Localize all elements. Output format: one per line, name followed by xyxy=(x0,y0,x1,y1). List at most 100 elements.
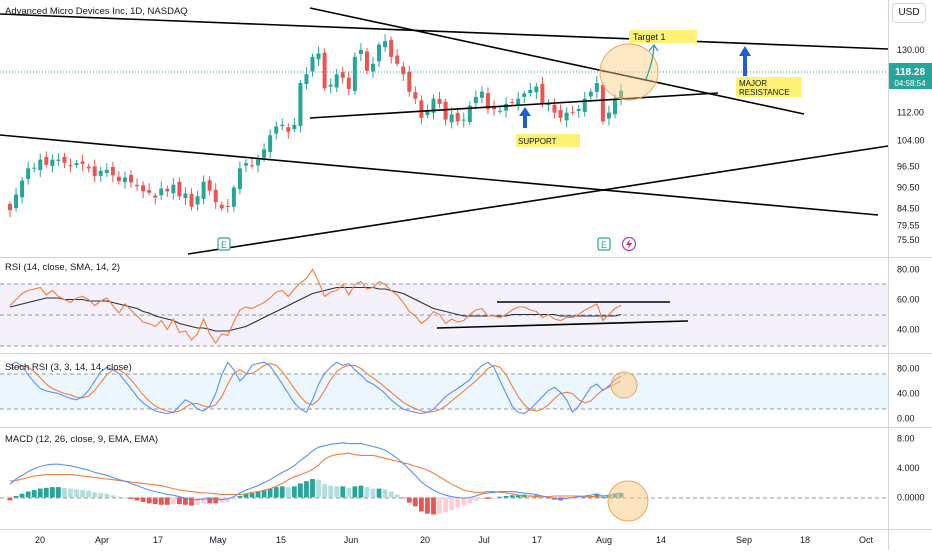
currency-badge[interactable]: USD xyxy=(892,3,926,23)
rsi-y-tick: 40.00 xyxy=(897,325,920,335)
macd-histogram-bar xyxy=(431,497,436,515)
macd-histogram-bar xyxy=(328,485,334,498)
candle-body xyxy=(129,174,133,183)
candle-body xyxy=(171,184,176,194)
last-price-countdown: 04:58:54 xyxy=(894,79,926,88)
candle-body xyxy=(8,203,12,211)
candle-body xyxy=(74,163,79,166)
rsi-lines xyxy=(9,268,622,344)
price-y-tick: 112.00 xyxy=(897,108,924,118)
price-y-tick: 84.50 xyxy=(897,203,920,213)
macd-histogram-bar xyxy=(316,479,321,498)
macd-histogram-bar xyxy=(225,497,231,502)
macd-histogram-bar xyxy=(237,495,243,498)
macd-histogram-bar xyxy=(13,495,19,498)
candle-body xyxy=(183,193,188,199)
rsi-ma-line xyxy=(9,286,622,332)
macd-histogram-bar xyxy=(291,486,297,498)
candle-body xyxy=(159,188,164,196)
macd-histogram-bar xyxy=(352,486,358,498)
x-axis: 20 Apr 17 May 15 Jun 20 Jul 17 Aug 14 Sep 18 Oct xyxy=(35,535,874,545)
candle-body xyxy=(576,109,581,112)
candle-body xyxy=(274,126,279,134)
candle-body xyxy=(473,96,478,104)
candle-body xyxy=(207,180,212,191)
macd-histogram-bar xyxy=(370,488,376,498)
candle-body xyxy=(510,102,515,104)
candle-body xyxy=(141,185,146,192)
macd-histogram-bar xyxy=(467,497,473,504)
candle-body xyxy=(600,84,605,122)
macd-histogram-bar xyxy=(419,497,424,512)
macd-histogram-bar xyxy=(86,490,92,498)
candle-body xyxy=(492,106,496,110)
candle-body xyxy=(479,91,484,98)
macd-histogram-bar xyxy=(394,494,400,498)
candle-body xyxy=(461,119,466,121)
macd-histogram-bar xyxy=(340,486,346,498)
macd-histogram-bar xyxy=(7,497,13,501)
macd-histogram-bar xyxy=(25,491,31,498)
candle-body xyxy=(570,111,575,113)
macd-histogram-bar xyxy=(334,486,340,498)
macd-histogram-bar xyxy=(152,497,158,505)
earnings-icon[interactable]: E xyxy=(597,237,611,251)
rsi-y-axis: 80.00 60.00 40.00 xyxy=(897,265,920,335)
candle-body xyxy=(389,40,394,57)
candle-body xyxy=(383,41,388,48)
candle-body xyxy=(32,167,37,169)
last-price-badge: 118.28 04:58:54 xyxy=(889,63,932,89)
x-axis-tick: 20 xyxy=(35,535,45,545)
macd-histogram-bar xyxy=(358,485,364,498)
macd-y-tick: 8.00 xyxy=(897,433,915,443)
earnings-icon[interactable]: E xyxy=(217,237,231,251)
trendline-long-desc xyxy=(0,134,879,216)
macd-histogram-bar xyxy=(158,497,164,505)
candle-body xyxy=(110,167,115,176)
macd-title: MACD (12, 26, close, 9, EMA, EMA) xyxy=(5,434,158,445)
macd-histogram-bar xyxy=(19,493,25,498)
price-y-tick: 75.50 xyxy=(897,235,920,245)
macd-histogram-bar xyxy=(479,497,485,499)
candle-body xyxy=(334,74,339,88)
resistance-arrow xyxy=(739,46,751,76)
macd-histogram-bar xyxy=(74,489,79,498)
candle-body xyxy=(38,159,43,171)
macd-histogram-bar xyxy=(261,490,267,498)
stoch-lines xyxy=(9,361,622,415)
candle-body xyxy=(613,98,617,115)
macd-line xyxy=(9,442,622,501)
macd-histogram-bar xyxy=(382,489,388,498)
macd-histogram-bar xyxy=(322,484,327,498)
candle-body xyxy=(147,190,152,193)
trendline-support xyxy=(309,92,719,119)
candle-body xyxy=(153,195,158,198)
candle-body xyxy=(316,53,321,60)
candle-body xyxy=(377,44,382,62)
macd-histogram-bar xyxy=(177,497,182,505)
annotation-resistance-1: MAJOR xyxy=(739,79,767,88)
macd-histogram-bar xyxy=(43,487,49,498)
candle-body xyxy=(467,105,472,123)
macd-histogram-bar xyxy=(213,497,219,504)
stoch-title: Stoch RSI (3, 3, 14, 14, close) xyxy=(5,362,132,373)
dividend-icon[interactable] xyxy=(621,236,637,252)
macd-histogram-bar xyxy=(485,497,491,499)
candle-body xyxy=(237,168,242,190)
x-axis-tick: 20 xyxy=(420,535,430,545)
macd-histogram-bar xyxy=(249,493,255,498)
candle-body xyxy=(552,104,557,113)
candle-body xyxy=(340,72,345,78)
candle-body xyxy=(558,110,563,118)
macd-histogram-bar xyxy=(195,497,200,505)
price-y-tick: 90.50 xyxy=(897,183,920,193)
label-highlights xyxy=(516,30,802,147)
x-axis-tick: Jun xyxy=(344,535,359,545)
stoch-y-tick: 40.00 xyxy=(897,389,920,399)
candle-body xyxy=(582,98,587,112)
macd-histogram-bar xyxy=(170,497,176,505)
candle-body xyxy=(588,91,593,97)
candle-body xyxy=(256,159,261,166)
macd-histogram-bar xyxy=(98,493,104,498)
macd-histogram-bar xyxy=(576,497,582,499)
